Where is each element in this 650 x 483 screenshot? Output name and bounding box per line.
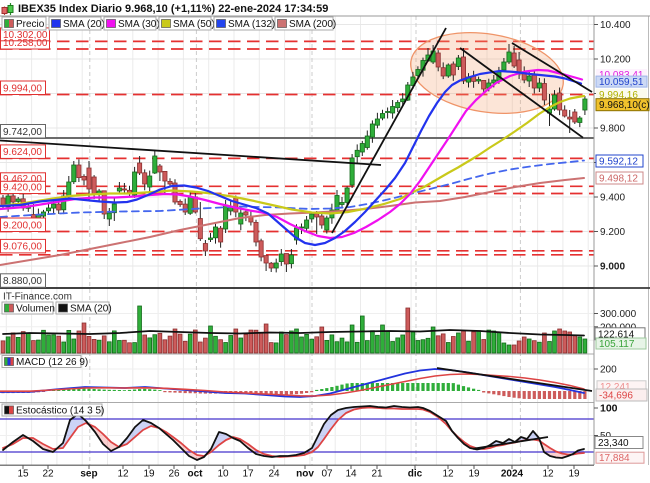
svg-text:9.624,00: 9.624,00 [3,147,42,158]
svg-text:17: 17 [242,469,254,480]
svg-text:9.420,00: 9.420,00 [3,182,42,193]
svg-text:9.800: 9.800 [600,124,625,135]
svg-text:-34,696: -34,696 [599,391,633,402]
svg-text:9.076,00: 9.076,00 [3,242,42,253]
svg-text:300.000: 300.000 [600,309,637,320]
svg-text:9.592,12: 9.592,12 [599,157,638,168]
svg-text:SMA (20): SMA (20) [70,304,112,315]
svg-text:9.000: 9.000 [600,262,625,273]
svg-text:SMA (30): SMA (30) [118,19,160,30]
svg-text:10.200: 10.200 [600,55,631,66]
svg-text:SMA (20): SMA (20) [63,19,105,30]
svg-text:nov: nov [296,469,314,480]
svg-text:19: 19 [143,469,155,480]
svg-text:21: 21 [371,469,383,480]
svg-text:9.400: 9.400 [600,193,625,204]
svg-text:07: 07 [321,469,333,480]
svg-text:10: 10 [217,469,229,480]
svg-text:200: 200 [600,365,617,376]
svg-text:9.994,16: 9.994,16 [599,90,638,101]
svg-text:9.200: 9.200 [600,227,625,238]
svg-text:12: 12 [442,469,454,480]
svg-text:9.200,00: 9.200,00 [3,220,42,231]
svg-text:8.880,00: 8.880,00 [3,276,42,287]
svg-text:oct: oct [188,469,204,480]
svg-text:19: 19 [468,469,480,480]
svg-text:10.258,00: 10.258,00 [3,38,48,49]
svg-text:122.614: 122.614 [598,329,635,340]
svg-text:14: 14 [345,469,357,480]
svg-text:MACD (12 26 9): MACD (12 26 9) [16,357,88,368]
svg-text:15: 15 [17,469,29,480]
svg-text:2024: 2024 [501,469,524,480]
svg-text:12: 12 [117,469,129,480]
svg-text:17,884: 17,884 [599,453,630,464]
svg-text:22: 22 [42,469,54,480]
svg-text:Volumen: Volumen [16,304,55,315]
svg-text:IBEX35 Index Diario 9.968,10 (: IBEX35 Index Diario 9.968,10 (+1,11%) 22… [18,3,328,15]
svg-text:SMA (50): SMA (50) [173,19,215,30]
svg-text:Precio: Precio [16,19,45,30]
svg-text:9.742,00: 9.742,00 [3,127,42,138]
svg-text:19: 19 [568,469,580,480]
svg-text:sep: sep [80,469,97,480]
svg-text:SMA (200): SMA (200) [289,19,336,30]
svg-text:IT-Finance.com: IT-Finance.com [3,292,72,303]
svg-text:9.462,00: 9.462,00 [3,174,42,185]
svg-text:26: 26 [168,469,180,480]
svg-text:23,340: 23,340 [598,438,629,449]
svg-text:105.117: 105.117 [599,339,635,350]
svg-text:12,241: 12,241 [600,382,631,393]
svg-text:10.302,00: 10.302,00 [3,30,48,41]
svg-text:SMA (132): SMA (132) [228,19,275,30]
svg-text:24: 24 [268,469,280,480]
svg-text:12: 12 [542,469,554,480]
svg-text:Estocástico (14 3 5): Estocástico (14 3 5) [16,406,104,417]
svg-text:100: 100 [600,403,618,415]
svg-text:10.400: 10.400 [600,20,631,31]
svg-text:9.994,00: 9.994,00 [3,83,42,94]
svg-text:10.059,51: 10.059,51 [599,77,644,88]
svg-text:dic: dic [408,469,423,480]
svg-text:9.968,10(c): 9.968,10(c) [599,100,650,111]
svg-text:10.083,41: 10.083,41 [599,70,644,81]
svg-text:9.498,12: 9.498,12 [599,174,638,185]
